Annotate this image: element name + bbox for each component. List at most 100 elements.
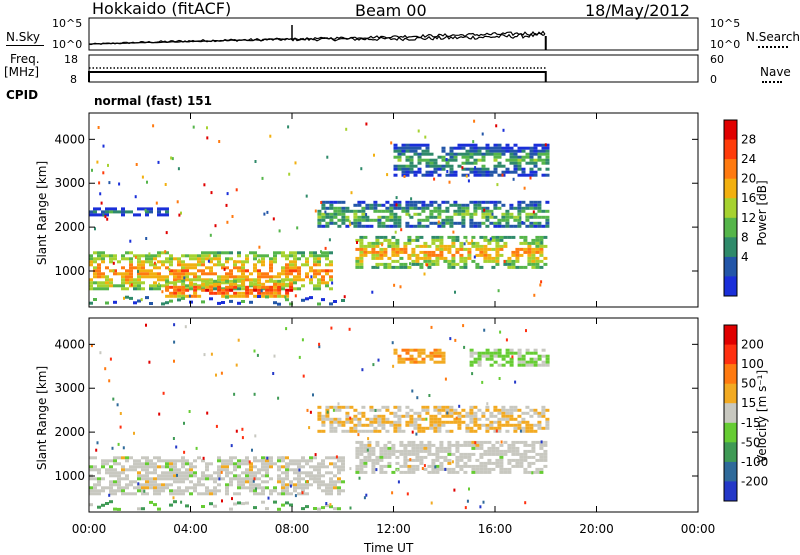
power-cell	[245, 257, 249, 261]
velocity-cell	[361, 423, 366, 427]
velocity-cell	[217, 489, 221, 493]
power-cell	[431, 235, 436, 239]
power-cell	[269, 257, 273, 261]
power-cell	[423, 272, 426, 276]
power-cell	[541, 158, 546, 162]
velocity-cell	[449, 411, 454, 415]
power-cell	[96, 160, 99, 164]
power-cell	[181, 285, 186, 289]
velocity-cell	[332, 408, 335, 412]
velocity-cell	[493, 348, 498, 352]
velocity-cell	[357, 429, 362, 433]
power-cell	[153, 281, 157, 285]
velocity-cell	[318, 342, 321, 346]
velocity-cell	[233, 468, 237, 472]
power-cell	[363, 247, 368, 251]
power-cell	[97, 275, 101, 279]
power-cell	[409, 161, 414, 165]
velocity-cell	[109, 459, 113, 463]
power-cell	[397, 215, 402, 219]
velocity-cell	[391, 449, 396, 453]
power-cell	[273, 275, 277, 279]
power-cell	[217, 263, 221, 267]
power-cell	[317, 215, 322, 219]
velocity-cell	[495, 452, 500, 456]
velocity-ytick-label: 4000	[54, 337, 85, 351]
power-cell	[419, 244, 424, 248]
velocity-cell	[439, 461, 444, 465]
power-cell	[439, 253, 444, 257]
velocity-cell	[531, 443, 536, 447]
power-cell	[337, 206, 342, 210]
power-cell	[487, 256, 492, 260]
power-colorbar-swatch	[724, 237, 737, 258]
power-cell	[289, 302, 293, 306]
velocity-cell	[201, 471, 205, 475]
power-cell	[401, 164, 406, 168]
velocity-cell	[477, 417, 482, 421]
velocity-cell	[482, 500, 485, 504]
power-cell	[97, 269, 101, 273]
velocity-cell	[497, 351, 502, 355]
power-cell	[449, 158, 454, 162]
power-cell	[233, 282, 238, 286]
velocity-cell	[431, 461, 436, 465]
velocity-cell	[97, 480, 101, 484]
power-cell	[325, 254, 329, 258]
power-cell	[523, 247, 528, 251]
velocity-cell	[317, 414, 322, 418]
power-cell	[169, 291, 174, 295]
velocity-cell	[523, 440, 528, 444]
velocity-cell	[487, 449, 492, 453]
power-cell	[288, 172, 291, 176]
power-cell	[429, 200, 434, 204]
velocity-cell	[161, 477, 165, 481]
velocity-cell	[483, 440, 488, 444]
power-cell	[417, 152, 422, 156]
power-cell	[453, 155, 458, 159]
power-cell	[545, 200, 550, 204]
power-cell	[523, 186, 526, 190]
power-cell	[189, 282, 194, 286]
velocity-cell	[433, 420, 438, 424]
velocity-cell	[405, 420, 410, 424]
velocity-cell	[479, 470, 484, 474]
power-cell	[317, 278, 321, 282]
power-cell	[353, 203, 358, 207]
velocity-cell	[415, 452, 420, 456]
velocity-cell	[245, 486, 249, 490]
power-cell	[121, 257, 125, 261]
power-colorbar-swatch	[724, 198, 737, 219]
power-cell	[533, 224, 538, 228]
power-cell	[497, 155, 502, 159]
velocity-cell	[439, 440, 444, 444]
power-cell	[473, 224, 478, 228]
power-cell	[523, 250, 528, 254]
power-cell	[395, 238, 400, 242]
velocity-cell	[297, 462, 301, 466]
power-cell	[297, 275, 301, 279]
velocity-cell	[145, 480, 149, 484]
velocity-cell	[433, 423, 438, 427]
velocity-cell	[435, 467, 440, 471]
velocity-cell	[403, 461, 408, 465]
power-cell	[449, 146, 454, 150]
power-cell	[206, 136, 209, 140]
velocity-cell	[129, 465, 133, 469]
velocity-cell	[273, 500, 277, 504]
power-cell	[515, 250, 520, 254]
velocity-cell	[389, 423, 394, 427]
velocity-cell	[517, 354, 522, 358]
power-cell	[475, 241, 480, 245]
power-cell	[497, 161, 502, 165]
power-cell	[325, 221, 330, 225]
power-cell	[189, 254, 193, 258]
power-cell	[209, 278, 213, 282]
power-cell	[134, 195, 137, 199]
power-cell	[513, 155, 518, 159]
velocity-cell	[121, 486, 125, 490]
power-cell	[397, 203, 402, 207]
power-cell	[409, 170, 414, 174]
power-cell	[141, 266, 145, 270]
velocity-cell	[509, 351, 514, 355]
